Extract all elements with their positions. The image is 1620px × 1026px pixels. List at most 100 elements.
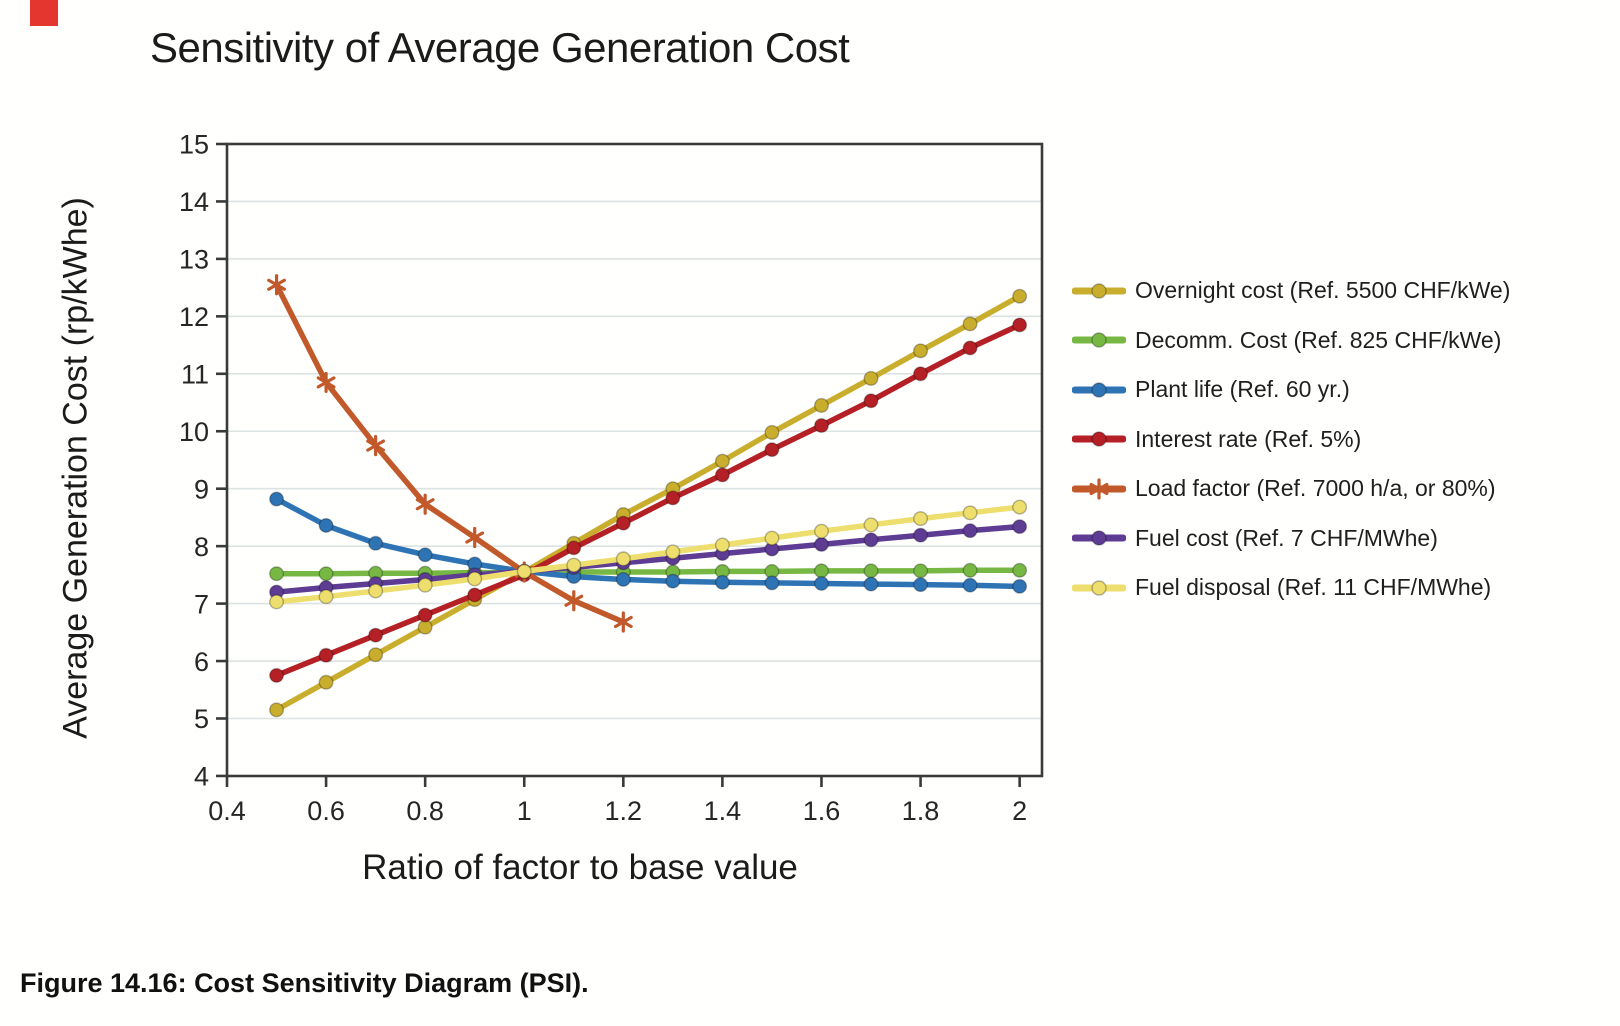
- chart-legend: Overnight cost (Ref. 5500 CHF/kWe) Decomm…: [1072, 266, 1510, 613]
- y-tick-label: 13: [179, 245, 209, 275]
- data-point-marker: [764, 442, 780, 458]
- y-tick-label: 5: [194, 704, 209, 734]
- data-point-marker: [417, 607, 433, 623]
- data-point-marker: [615, 515, 631, 531]
- legend-line-marker-icon: [1072, 431, 1126, 447]
- legend-label: Fuel disposal (Ref. 11 CHF/MWhe): [1135, 574, 1492, 601]
- y-tick-label: 12: [179, 302, 209, 332]
- data-point-marker: [714, 453, 730, 469]
- data-point-marker: [962, 340, 978, 356]
- data-point-marker: [913, 511, 929, 527]
- data-point-marker: [962, 577, 978, 593]
- asterisk-marker-icon: [366, 435, 386, 457]
- x-tick-label: 0.8: [406, 796, 444, 826]
- data-point-marker: [318, 589, 334, 605]
- data-point-marker: [368, 647, 384, 663]
- data-point-marker: [813, 523, 829, 539]
- data-point-marker: [913, 577, 929, 593]
- x-tick-label: 2: [1012, 796, 1027, 826]
- x-tick-label: 1: [517, 796, 532, 826]
- data-point-marker: [1012, 288, 1028, 304]
- asterisk-marker-icon: [613, 611, 633, 633]
- data-point-marker: [764, 575, 780, 591]
- legend-label: Fuel cost (Ref. 7 CHF/MWhe): [1135, 524, 1438, 551]
- legend-item: Overnight cost (Ref. 5500 CHF/kWe): [1072, 266, 1510, 316]
- data-point-marker: [368, 535, 384, 551]
- y-tick-label: 7: [194, 589, 209, 619]
- asterisk-marker-icon: [267, 274, 286, 296]
- data-point-marker: [516, 563, 532, 579]
- legend-label: Interest rate (Ref. 5%): [1135, 425, 1362, 452]
- data-point-marker: [813, 563, 829, 579]
- legend-label: Load factor (Ref. 7000 h/a, or 80%): [1135, 475, 1496, 502]
- data-point-marker: [269, 566, 285, 582]
- y-tick-label: 6: [194, 647, 209, 677]
- data-point-marker: [417, 547, 433, 563]
- data-point-marker: [764, 530, 780, 546]
- data-point-marker: [962, 523, 978, 539]
- data-point-marker: [566, 557, 582, 573]
- legend-item: Load factor (Ref. 7000 h/a, or 80%): [1072, 464, 1510, 514]
- asterisk-marker-icon: [415, 493, 435, 515]
- legend-item: Plant life (Ref. 60 yr.): [1072, 365, 1510, 415]
- data-point-marker: [913, 563, 929, 579]
- x-tick-label: 1.2: [605, 796, 643, 826]
- data-point-marker: [665, 544, 681, 560]
- data-point-marker: [863, 517, 879, 533]
- data-point-marker: [467, 587, 483, 603]
- data-point-marker: [863, 576, 879, 592]
- legend-item: Interest rate (Ref. 5%): [1072, 415, 1510, 465]
- data-point-marker: [269, 667, 285, 683]
- x-tick-label: 1.4: [704, 796, 742, 826]
- data-point-marker: [417, 577, 433, 593]
- data-point-marker: [1012, 519, 1028, 535]
- legend-line-marker-icon: [1072, 382, 1126, 398]
- legend-line-asterisk-icon: [1072, 478, 1126, 500]
- data-point-marker: [566, 540, 582, 556]
- plot-border: [225, 142, 1044, 778]
- data-point-marker: [665, 490, 681, 506]
- data-point-marker: [318, 566, 334, 582]
- legend-item: Fuel cost (Ref. 7 CHF/MWhe): [1072, 514, 1510, 564]
- y-tick-label: 9: [194, 474, 209, 504]
- data-point-marker: [714, 467, 730, 483]
- data-point-marker: [318, 647, 334, 663]
- red-annotation-box: [30, 0, 58, 26]
- asterisk-marker-icon: [564, 590, 584, 612]
- data-point-marker: [962, 316, 978, 332]
- series-line-5: [273, 523, 1023, 595]
- legend-item: Decomm. Cost (Ref. 825 CHF/kWe): [1072, 316, 1510, 366]
- legend-line-marker-icon: [1072, 332, 1126, 348]
- legend-line-marker-icon: [1072, 283, 1126, 299]
- data-point-marker: [714, 574, 730, 590]
- data-point-marker: [764, 424, 780, 440]
- y-tick-label: 4: [194, 762, 209, 792]
- data-point-marker: [615, 551, 631, 567]
- data-point-marker: [962, 562, 978, 578]
- asterisk-marker-icon: [465, 526, 485, 549]
- legend-label: Overnight cost (Ref. 5500 CHF/kWe): [1135, 277, 1511, 304]
- data-point-marker: [863, 370, 879, 386]
- y-tick-label: 10: [179, 417, 209, 447]
- series-line-0: [273, 293, 1023, 713]
- data-point-marker: [368, 583, 384, 599]
- asterisk-marker-icon: [316, 371, 336, 394]
- series-line-3: [273, 322, 1023, 679]
- x-tick-label: 1.8: [902, 796, 940, 826]
- y-tick-label: 15: [179, 130, 209, 160]
- x-axis-title: Ratio of factor to base value: [362, 848, 798, 887]
- legend-label: Plant life (Ref. 60 yr.): [1135, 376, 1350, 403]
- data-point-marker: [813, 418, 829, 434]
- data-point-marker: [368, 627, 384, 643]
- data-point-marker: [269, 702, 285, 718]
- data-point-marker: [813, 536, 829, 552]
- data-point-marker: [467, 571, 483, 587]
- data-point-marker: [863, 532, 879, 548]
- data-point-marker: [1012, 562, 1028, 578]
- data-point-marker: [269, 491, 285, 507]
- legend-label: Decomm. Cost (Ref. 825 CHF/kWe): [1135, 326, 1502, 353]
- legend-item: Fuel disposal (Ref. 11 CHF/MWhe): [1072, 563, 1510, 613]
- data-point-marker: [318, 674, 334, 690]
- x-tick-label: 0.6: [307, 796, 345, 826]
